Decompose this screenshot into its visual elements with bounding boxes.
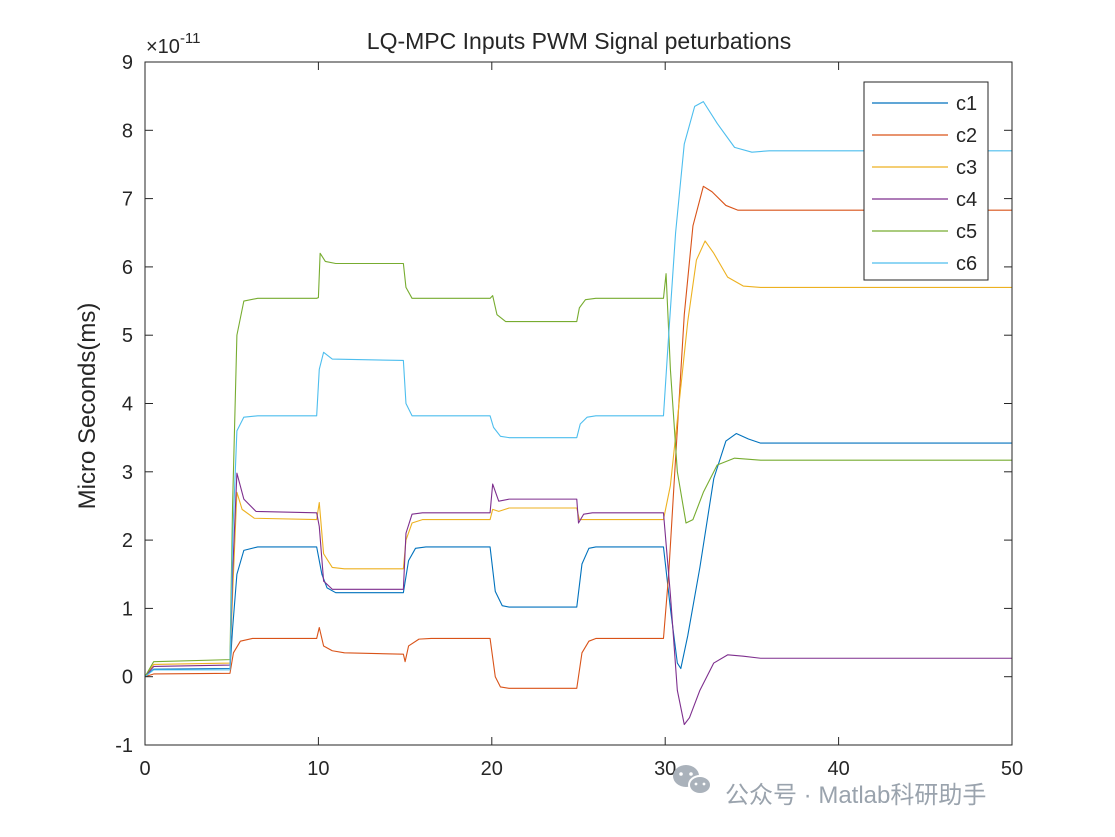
y-tick-label: 9 <box>122 52 133 74</box>
x-tick-label: 50 <box>1001 758 1023 780</box>
x-tick-label: 0 <box>139 758 150 780</box>
y-tick-label: 7 <box>122 189 133 211</box>
series-line-c2 <box>144 185 1012 689</box>
legend-box <box>863 81 989 281</box>
y-tick-label: 5 <box>122 325 133 347</box>
wechat-icon <box>673 765 712 795</box>
y-tick-label: 2 <box>122 530 133 552</box>
series-line-c5 <box>144 252 1012 677</box>
watermark-text: 公众号 · Matlab科研助手 <box>725 782 986 809</box>
y-tick-label: 8 <box>122 120 133 142</box>
x-tick-label: 40 <box>827 758 849 780</box>
legend: c1 c2 c3 c4 c5 c6 <box>863 81 989 281</box>
watermark: 公众号 · Matlab科研助手 <box>673 765 986 809</box>
y-axis-exponent-base: ×10 <box>146 36 180 58</box>
y-axis-exponent-power: -11 <box>180 30 201 47</box>
series-line-c4 <box>144 472 1012 726</box>
x-tick-label: 10 <box>307 758 329 780</box>
x-tick-label: 30 <box>654 758 676 780</box>
legend-label-c6: c6 <box>956 253 977 275</box>
legend-label-c3: c3 <box>956 157 977 179</box>
chart-title: LQ-MPC Inputs PWM Signal peturbations <box>367 28 791 54</box>
y-axis-label: Micro Seconds(ms) <box>74 303 101 510</box>
y-axis-exponent: ×10-11 <box>146 30 201 58</box>
y-tick-label: 4 <box>122 394 133 416</box>
legend-label-c2: c2 <box>956 125 977 147</box>
series-line-c6 <box>144 101 1012 678</box>
y-tick-label: 3 <box>122 462 133 484</box>
x-tick-layer: 0 10 20 30 40 50 <box>139 62 1023 780</box>
y-tick-label: 6 <box>122 257 133 279</box>
series-line-c1 <box>144 433 1012 678</box>
y-tick-layer: -1 0 1 2 3 4 5 6 7 8 9 <box>115 52 1012 757</box>
series-layer <box>144 101 1012 726</box>
legend-label-c4: c4 <box>956 189 977 211</box>
y-tick-label: -1 <box>115 735 133 757</box>
x-tick-label: 20 <box>481 758 503 780</box>
legend-label-c1: c1 <box>956 93 977 115</box>
y-tick-label: 1 <box>122 598 133 620</box>
legend-label-c5: c5 <box>956 221 977 243</box>
series-line-c3 <box>144 240 1012 678</box>
y-tick-label: 0 <box>122 667 133 689</box>
